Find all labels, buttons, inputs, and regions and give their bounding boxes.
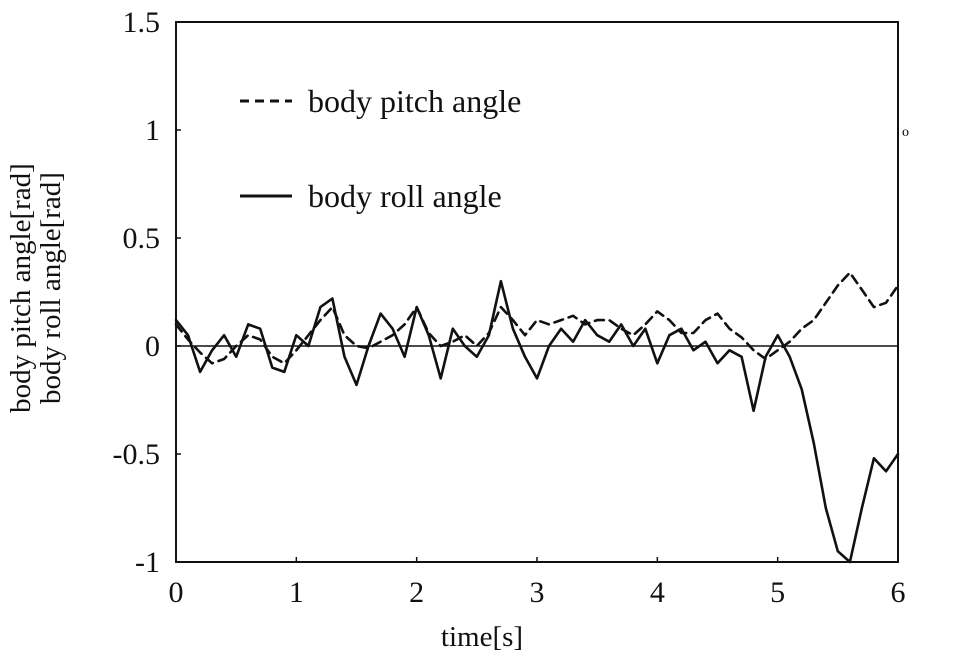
x-tick-label: 6 [891,576,906,609]
plot-frame [175,21,899,563]
y-tick-label: 1 [145,114,160,147]
x-tick-label: 0 [169,576,184,609]
legend-pitch-label: body pitch angle [308,83,521,119]
x-tick-labels: 0 1 2 3 4 5 6 [169,576,906,609]
series-line-roll [174,279,900,564]
margin-mark: o [902,125,909,140]
x-tick-label: 3 [530,576,545,609]
legend-roll-label: body roll angle [308,178,502,214]
y-tick-label: 0.5 [123,222,161,255]
y-axis-title-pitch: body pitch angle[rad] [5,163,37,413]
x-axis-title: time[s] [441,621,523,653]
tick-marks [175,21,899,563]
y-axis-title-roll: body roll angle[rad] [35,172,67,404]
y-tick-labels: 1.5 1 0.5 0 -0.5 -1 [113,6,161,579]
y-tick-label: 1.5 [123,6,161,39]
x-tick-label: 2 [409,576,424,609]
y-tick-label: -0.5 [113,438,161,471]
series-lines [174,271,900,564]
y-tick-label: -1 [135,546,160,579]
y-tick-label: 0 [145,330,160,363]
series-line-pitch [174,271,900,365]
x-tick-label: 1 [289,576,304,609]
x-tick-label: 5 [770,576,785,609]
legend: body pitch angle body roll angle [240,83,521,214]
x-tick-label: 4 [650,576,665,609]
